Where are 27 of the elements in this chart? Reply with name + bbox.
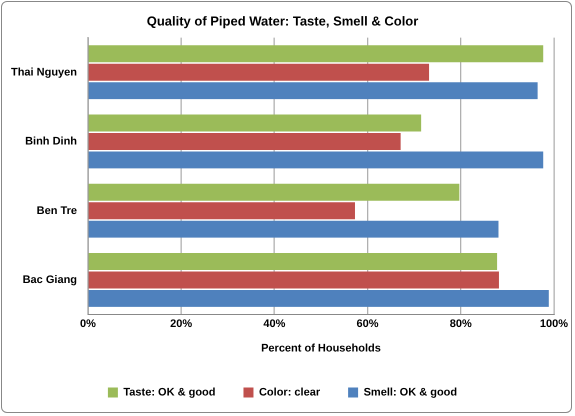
y-tick-label: Bac Giang bbox=[22, 274, 78, 286]
bar bbox=[88, 184, 460, 201]
x-tick-label: 60% bbox=[356, 318, 379, 330]
y-tick-label: Thai Nguyen bbox=[10, 66, 78, 78]
y-tick-label: Binh Dinh bbox=[25, 136, 78, 148]
bar bbox=[88, 151, 544, 168]
bar bbox=[88, 290, 549, 307]
bar bbox=[88, 45, 544, 62]
x-tick-label: 0% bbox=[80, 318, 96, 330]
bar bbox=[88, 202, 355, 220]
x-tick-label: 20% bbox=[170, 318, 192, 330]
bar bbox=[88, 253, 498, 270]
x-tick-label: 80% bbox=[450, 318, 472, 330]
legend-label: Taste: OK & good bbox=[123, 386, 216, 399]
legend-label: Color: clear bbox=[258, 386, 321, 399]
chart-title: Quality of Piped Water: Taste, Smell & Color bbox=[146, 13, 418, 28]
bar bbox=[88, 114, 422, 132]
x-tick-label: 40% bbox=[263, 318, 286, 330]
x-tick-label: 100% bbox=[540, 318, 568, 330]
bar bbox=[88, 271, 499, 288]
bar bbox=[88, 82, 538, 100]
x-axis-title: Percent of Households bbox=[261, 342, 381, 354]
y-tick-label: Ben Tre bbox=[36, 204, 78, 217]
bar bbox=[88, 132, 401, 150]
bar bbox=[88, 64, 430, 81]
bar bbox=[88, 220, 498, 238]
legend-label: Smell: OK & good bbox=[364, 386, 458, 399]
